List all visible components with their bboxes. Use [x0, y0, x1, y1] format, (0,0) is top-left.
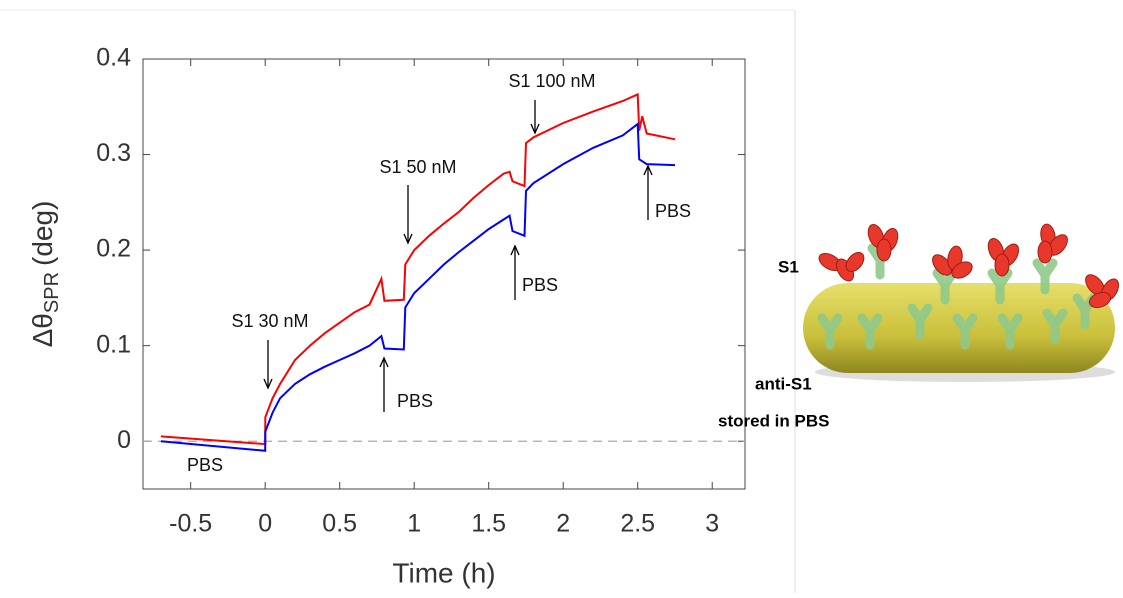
- annotation: S1 100 nM: [508, 71, 595, 91]
- annotation: PBS: [655, 201, 691, 221]
- plot-frame: [142, 58, 746, 490]
- y-label-unit: (deg): [27, 201, 58, 266]
- arrow-head: [643, 164, 653, 176]
- y-tick-label: 0.4: [96, 44, 131, 72]
- illustration-label: anti-S1: [755, 374, 812, 393]
- x-tick-label: 0.5: [322, 510, 357, 538]
- annotation: S1 50 nM: [379, 157, 456, 177]
- arrow-head: [530, 123, 540, 135]
- arrow-head: [379, 356, 389, 368]
- y-label-main: Δθ: [27, 313, 58, 347]
- y-label-sub: SPR: [41, 272, 63, 313]
- x-tick-label: 2.5: [620, 510, 655, 538]
- x-axis-label: Time (h): [392, 557, 495, 588]
- arrow-head: [263, 378, 273, 390]
- x-tick-label: 1.5: [471, 510, 506, 538]
- annotation: PBS: [397, 391, 433, 411]
- data-line: [160, 92, 676, 446]
- arrow-head: [403, 233, 413, 245]
- annotation: PBS: [522, 275, 558, 295]
- y-tick-label: 0.2: [96, 235, 131, 263]
- y-axis-label: ΔθSPR (deg): [27, 201, 63, 348]
- annotation: S1 30 nM: [231, 311, 308, 331]
- arrow-head: [510, 244, 520, 256]
- x-tick-label: 3: [705, 510, 719, 538]
- y-tick-label: 0: [117, 426, 131, 454]
- x-tick-label: 0: [258, 510, 272, 538]
- y-tick-label: 0.1: [96, 330, 131, 358]
- x-tick-label: -0.5: [169, 510, 212, 538]
- illustration-label: stored in PBS: [718, 411, 829, 430]
- illustration: [803, 223, 1120, 382]
- data-line: [160, 122, 676, 452]
- y-tick-label: 0.3: [96, 139, 131, 167]
- x-tick-label: 1: [407, 510, 421, 538]
- illustration-label: S1: [778, 257, 799, 276]
- x-tick-label: 2: [556, 510, 570, 538]
- annotation: PBS: [187, 455, 223, 475]
